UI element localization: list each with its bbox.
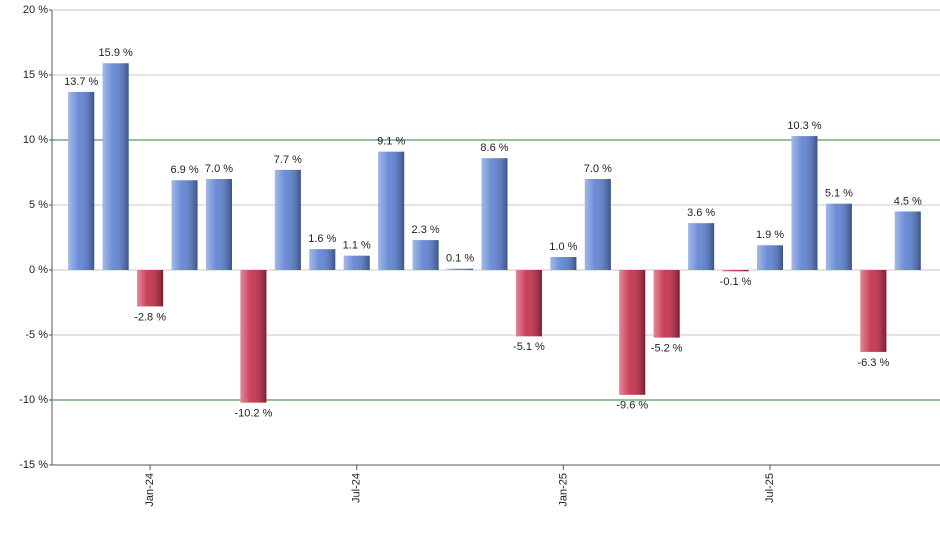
y-tick-label: 5 %: [29, 199, 48, 211]
bar-shade: [860, 270, 887, 352]
bar-shade: [378, 151, 405, 270]
value-label: -6.3 %: [857, 357, 889, 369]
value-label: 7.7 %: [274, 154, 302, 166]
value-label: -5.2 %: [651, 343, 683, 355]
value-label: 3.6 %: [687, 207, 715, 219]
bar-shade: [584, 179, 611, 270]
bar-shade: [309, 249, 336, 270]
bar-shade: [515, 270, 542, 337]
bar-shade: [619, 270, 646, 395]
y-tick-label: 15 %: [23, 69, 48, 81]
value-label: -0.1 %: [720, 276, 752, 288]
value-label: 13.7 %: [64, 76, 98, 88]
value-label: 10.3 %: [787, 120, 821, 132]
value-label: 0.1 %: [446, 253, 474, 265]
value-label: 5.1 %: [825, 188, 853, 200]
value-label: 4.5 %: [894, 195, 922, 207]
bar-shade: [688, 223, 715, 270]
bar-shade: [343, 255, 370, 270]
bar-shade: [274, 169, 301, 270]
value-label: 1.6 %: [308, 233, 336, 245]
bar-shade: [894, 211, 921, 270]
value-label: 7.0 %: [584, 163, 612, 175]
x-tick-label: Jan-25: [557, 473, 569, 507]
bar-shade: [481, 158, 508, 270]
bar-shade: [447, 268, 474, 270]
x-tick-label: Jan-24: [144, 473, 156, 507]
value-label: 7.0 %: [205, 163, 233, 175]
x-tick-label: Jul-25: [764, 473, 776, 503]
bar-shade: [412, 240, 439, 270]
x-tick-label: Jul-24: [351, 473, 363, 503]
bar-shade: [550, 257, 577, 270]
value-label: 1.1 %: [343, 240, 371, 252]
value-label: 9.1 %: [377, 136, 405, 148]
value-label: 6.9 %: [170, 164, 198, 176]
value-label: -9.6 %: [616, 400, 648, 412]
y-tick-label: 10 %: [23, 134, 48, 146]
value-label: 1.0 %: [549, 241, 577, 253]
value-label: 15.9 %: [99, 47, 133, 59]
value-label: -2.8 %: [134, 311, 166, 323]
value-label: -5.1 %: [513, 341, 545, 353]
y-tick-label: -5 %: [25, 329, 48, 341]
value-label: 1.9 %: [756, 229, 784, 241]
y-tick-label: 20 %: [23, 4, 48, 16]
value-label: 2.3 %: [412, 224, 440, 236]
bar-shade: [102, 63, 129, 270]
bar-shade: [757, 245, 784, 270]
value-label: -10.2 %: [234, 408, 272, 420]
y-tick-label: 0 %: [29, 264, 48, 276]
y-tick-label: -10 %: [19, 394, 48, 406]
bar-shade: [653, 270, 680, 338]
bar-shade: [137, 270, 164, 307]
bar-shade: [825, 203, 852, 270]
value-label: 8.6 %: [480, 142, 508, 154]
bar-shade: [205, 179, 232, 270]
bar-shade: [171, 180, 198, 270]
bar-shade: [240, 270, 267, 403]
y-tick-label: -15 %: [19, 459, 48, 471]
bar-shade: [722, 270, 749, 272]
bar-shade: [791, 136, 818, 270]
bar-shade: [68, 91, 95, 271]
